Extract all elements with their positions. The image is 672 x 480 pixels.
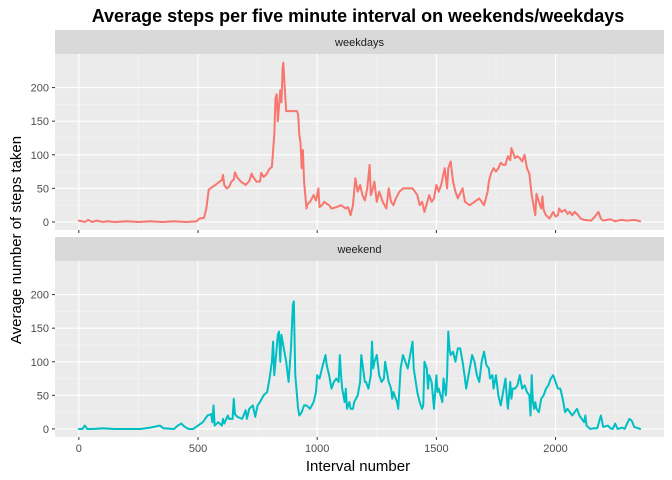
x-tick-label: 1000 [305,443,329,455]
facet-strip [55,237,664,261]
y-tick-label: 100 [31,150,49,162]
y-tick-label: 50 [37,390,49,402]
chart-title: Average steps per five minute interval o… [92,6,625,26]
facet-panel-weekdays: weekdays 0 50 100 150 200 [31,30,664,233]
panel-background [55,54,664,230]
x-tick-label: 500 [189,443,207,455]
panel-background [55,261,664,437]
x-axis-title: Interval number [306,458,410,475]
facet-strip [55,30,664,54]
y-tick-label: 0 [43,217,49,229]
facet-strip-label: weekdays [334,37,384,49]
y-axis-title: Average number of steps taken [8,136,25,344]
x-tick-label: 0 [76,443,82,455]
facet-panels: weekdays050100150200weekend0501001502000… [31,30,664,455]
y-tick-label: 200 [31,83,49,95]
y-tick-label: 50 [37,183,49,195]
x-tick-label: 1500 [424,443,448,455]
y-tick-label: 200 [31,290,49,302]
series-line-weekdays [77,61,642,223]
y-tick-label: 150 [31,116,49,128]
y-tick-label: 150 [31,323,49,335]
series-line-weekend [77,300,642,430]
facet-strip-label: weekend [336,244,381,256]
y-tick-label: 100 [31,357,49,369]
x-tick-label: 2000 [543,443,567,455]
y-tick-label: 0 [43,424,49,436]
